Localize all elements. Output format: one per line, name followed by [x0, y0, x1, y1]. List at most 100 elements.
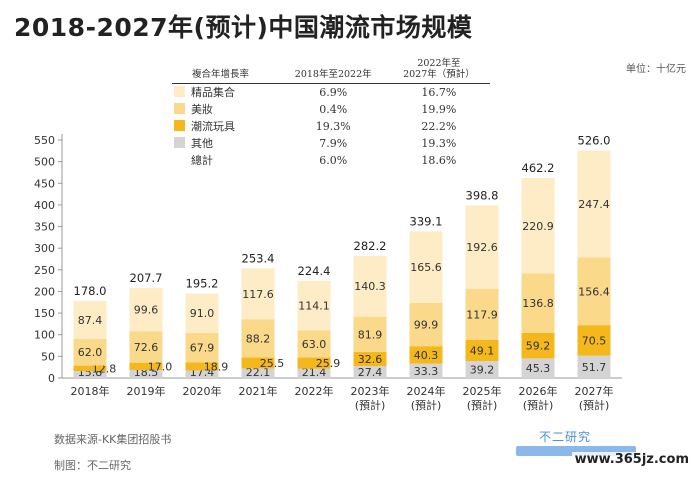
- legend-label: 美妝: [191, 103, 213, 117]
- y-tick-label: 0: [48, 372, 55, 385]
- bar-segment: [129, 369, 163, 378]
- legend-label: 總計: [191, 154, 213, 168]
- bar-segment: [577, 150, 611, 258]
- data-label: 220.9: [522, 220, 554, 233]
- source-note: 数据来源-KK集团招股书: [54, 433, 172, 446]
- y-tick-label: 250: [34, 264, 55, 277]
- bar-segment: [129, 362, 163, 370]
- bar-segment: [185, 332, 219, 363]
- bar-segment: [465, 339, 499, 362]
- bar-segment: [297, 280, 331, 331]
- bar-segment: [521, 332, 555, 359]
- data-label: 99.9: [414, 319, 439, 332]
- x-tick-label: 2026年: [519, 384, 558, 398]
- total-label: 526.0: [578, 133, 611, 147]
- bar-segment: [241, 268, 275, 320]
- data-label: 67.9: [190, 342, 215, 355]
- data-label: 17.0: [148, 360, 173, 373]
- data-label: 156.4: [578, 285, 610, 298]
- bar-segment: [409, 346, 443, 364]
- total-label: 207.7: [130, 271, 163, 285]
- cagr-value: 16.7%: [421, 85, 457, 99]
- bar-segment: [129, 288, 163, 332]
- data-label: 40.3: [414, 349, 439, 362]
- x-tick-label: 2025年: [463, 384, 502, 398]
- data-label: 136.8: [522, 297, 554, 310]
- cagr-value: 0.4%: [319, 102, 348, 116]
- x-tick-label: 2027年: [575, 384, 614, 398]
- y-tick-label: 450: [34, 177, 55, 190]
- data-label: 87.4: [78, 314, 103, 327]
- bar-segment: [409, 363, 443, 378]
- total-label: 253.4: [242, 251, 275, 265]
- x-tick-label: 2020年: [183, 384, 222, 398]
- cagr-value: 7.9%: [319, 136, 348, 150]
- total-label: 178.0: [74, 284, 107, 298]
- y-tick-label: 300: [34, 242, 55, 255]
- bar-segment: [185, 370, 219, 378]
- data-label: 39.2: [470, 364, 495, 377]
- legend-swatch-boutique: [174, 86, 185, 98]
- bar-segment: [521, 273, 555, 333]
- total-label: 398.8: [466, 188, 499, 202]
- y-tick-label: 400: [34, 199, 55, 212]
- bar-segment: [241, 357, 275, 369]
- data-label: 91.0: [190, 307, 215, 320]
- bar-segment: [73, 365, 107, 372]
- bar-segment: [185, 362, 219, 371]
- x-tick-label: 2022年: [295, 384, 334, 398]
- data-label: 140.3: [354, 280, 386, 293]
- stacked-bar-chart: 05010015020025030035040045050055015.812.…: [34, 133, 622, 412]
- y-tick-label: 200: [34, 285, 55, 298]
- x-tick-label: 2021年: [239, 384, 278, 398]
- cagr-header-period-1: 2018年至2022年: [278, 57, 388, 84]
- x-tick-label: 2023年: [351, 384, 390, 398]
- bar-segment: [353, 316, 387, 353]
- data-label: 25.9: [316, 357, 341, 370]
- data-label: 117.6: [242, 288, 274, 301]
- data-label: 81.9: [358, 328, 383, 341]
- data-label: 114.1: [298, 300, 330, 313]
- data-label: 25.5: [260, 357, 285, 370]
- cagr-row: 其他 7.9% 19.3%: [172, 135, 490, 152]
- bar-segment: [521, 177, 555, 274]
- data-label: 70.5: [582, 334, 607, 347]
- legend-label: 其他: [191, 137, 213, 151]
- data-label: 21.4: [302, 366, 327, 379]
- legend-label: 精品集合: [191, 86, 235, 100]
- cagr-header-label: 複合年增長率: [172, 57, 279, 84]
- y-tick-label: 100: [34, 329, 55, 342]
- chart-title: 2018-2027年(预计)中国潮流市场规模: [14, 13, 473, 42]
- bar-segment: [241, 319, 275, 358]
- data-label: 33.3: [414, 365, 439, 378]
- data-label: 27.4: [358, 366, 383, 379]
- cagr-value: 6.0%: [319, 153, 348, 167]
- y-tick-label: 550: [34, 134, 55, 147]
- cagr-table: 複合年增長率 2018年至2022年 2022年至 2027年（預計） 精品集合…: [172, 57, 490, 169]
- unit-label: 单位：十亿元: [626, 64, 686, 75]
- bar-segment: [577, 355, 611, 378]
- legend-swatch-toys: [174, 120, 185, 132]
- legend-label: 潮流玩具: [191, 120, 235, 134]
- y-tick-label: 500: [34, 156, 55, 169]
- total-label: 282.2: [354, 239, 387, 253]
- total-label: 195.2: [186, 277, 219, 291]
- data-label: 192.6: [466, 241, 498, 254]
- legend-swatch-total: [174, 154, 185, 165]
- data-label: 32.6: [358, 353, 383, 366]
- data-label: 247.4: [578, 198, 610, 211]
- bar-segment: [353, 352, 387, 367]
- data-label: 49.1: [470, 344, 495, 357]
- x-tick-label: (預計): [411, 398, 442, 412]
- data-label: 62.0: [78, 346, 103, 359]
- bar-segment: [521, 358, 555, 378]
- cagr-value: 19.3%: [315, 119, 351, 133]
- data-label: 59.2: [526, 340, 551, 353]
- y-tick-label: 350: [34, 221, 55, 234]
- total-label: 462.2: [522, 161, 555, 175]
- legend-swatch-other: [174, 137, 185, 149]
- bar-segment: [297, 330, 331, 358]
- site-watermark: www.365jz.com: [571, 452, 692, 467]
- bar-segment: [73, 338, 107, 366]
- data-label: 18.9: [204, 360, 229, 373]
